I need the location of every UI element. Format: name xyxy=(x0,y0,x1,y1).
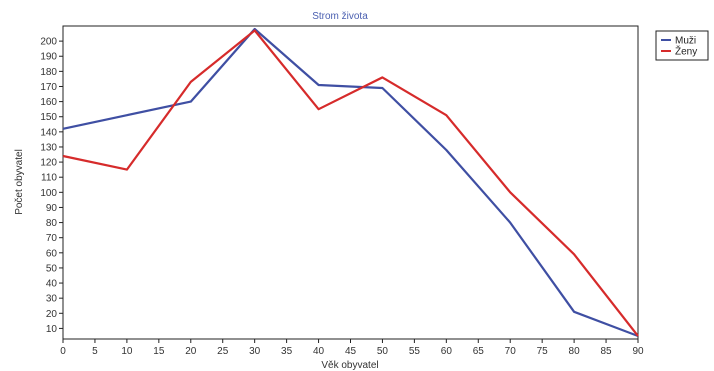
y-tick-label: 140 xyxy=(40,127,57,138)
y-tick-label: 80 xyxy=(46,218,58,229)
x-tick-label: 25 xyxy=(217,346,229,357)
x-tick-label: 15 xyxy=(153,346,165,357)
x-tick-label: 70 xyxy=(505,346,517,357)
x-tick-label: 80 xyxy=(569,346,581,357)
y-tick-label: 70 xyxy=(46,233,58,244)
y-tick-label: 90 xyxy=(46,203,58,214)
y-axis-title: Počet obyvatel xyxy=(14,149,25,215)
x-tick-label: 65 xyxy=(473,346,485,357)
y-tick-label: 180 xyxy=(40,67,57,78)
x-tick-label: 30 xyxy=(249,346,261,357)
y-tick-label: 130 xyxy=(40,142,57,153)
legend-label: Ženy xyxy=(675,45,697,58)
y-tick-label: 10 xyxy=(46,324,58,335)
series-line-zeny xyxy=(62,29,639,337)
y-tick-label: 170 xyxy=(40,82,57,93)
x-tick-label: 50 xyxy=(377,346,389,357)
x-tick-label: 40 xyxy=(313,346,325,357)
series-layer xyxy=(62,27,639,338)
x-tick-label: 55 xyxy=(409,346,421,357)
y-tick-label: 110 xyxy=(41,173,57,184)
x-tick-label: 90 xyxy=(632,346,644,357)
y-tick-label: 190 xyxy=(40,52,57,63)
y-tick-label: 150 xyxy=(40,112,57,123)
x-axis: 0 5 10 15 20 25 30 35 40 45 50 55 60 65 70 75 80 85 90 xyxy=(60,339,644,357)
legend-label: Muži xyxy=(675,36,696,47)
x-tick-label: 45 xyxy=(345,346,357,357)
y-tick-label: 20 xyxy=(46,309,58,320)
y-tick-label: 200 xyxy=(40,37,57,48)
y-tick-label: 120 xyxy=(40,158,57,169)
x-tick-label: 85 xyxy=(600,346,612,357)
y-axis: 10 20 30 40 50 60 70 80 90 100 110 120 130 140 150 160 1… xyxy=(40,37,63,335)
x-axis-title: Věk obyvatel xyxy=(321,360,378,371)
y-tick-label: 160 xyxy=(40,97,57,108)
x-tick-label: 35 xyxy=(281,346,293,357)
x-tick-label: 5 xyxy=(92,346,98,357)
x-tick-label: 20 xyxy=(185,346,197,357)
chart-title: Strom života xyxy=(312,11,368,22)
legend-box xyxy=(655,30,709,61)
y-tick-label: 30 xyxy=(46,294,58,305)
x-tick-label: 0 xyxy=(60,346,66,357)
x-tick-label: 60 xyxy=(441,346,453,357)
x-tick-label: 10 xyxy=(121,346,133,357)
y-tick-label: 50 xyxy=(46,263,58,274)
plot-area xyxy=(62,25,639,340)
y-tick-label: 40 xyxy=(46,279,58,290)
y-tick-label: 100 xyxy=(40,188,57,199)
y-tick-label: 60 xyxy=(46,248,58,259)
series-line-muzi xyxy=(62,27,639,338)
x-tick-label: 75 xyxy=(537,346,549,357)
